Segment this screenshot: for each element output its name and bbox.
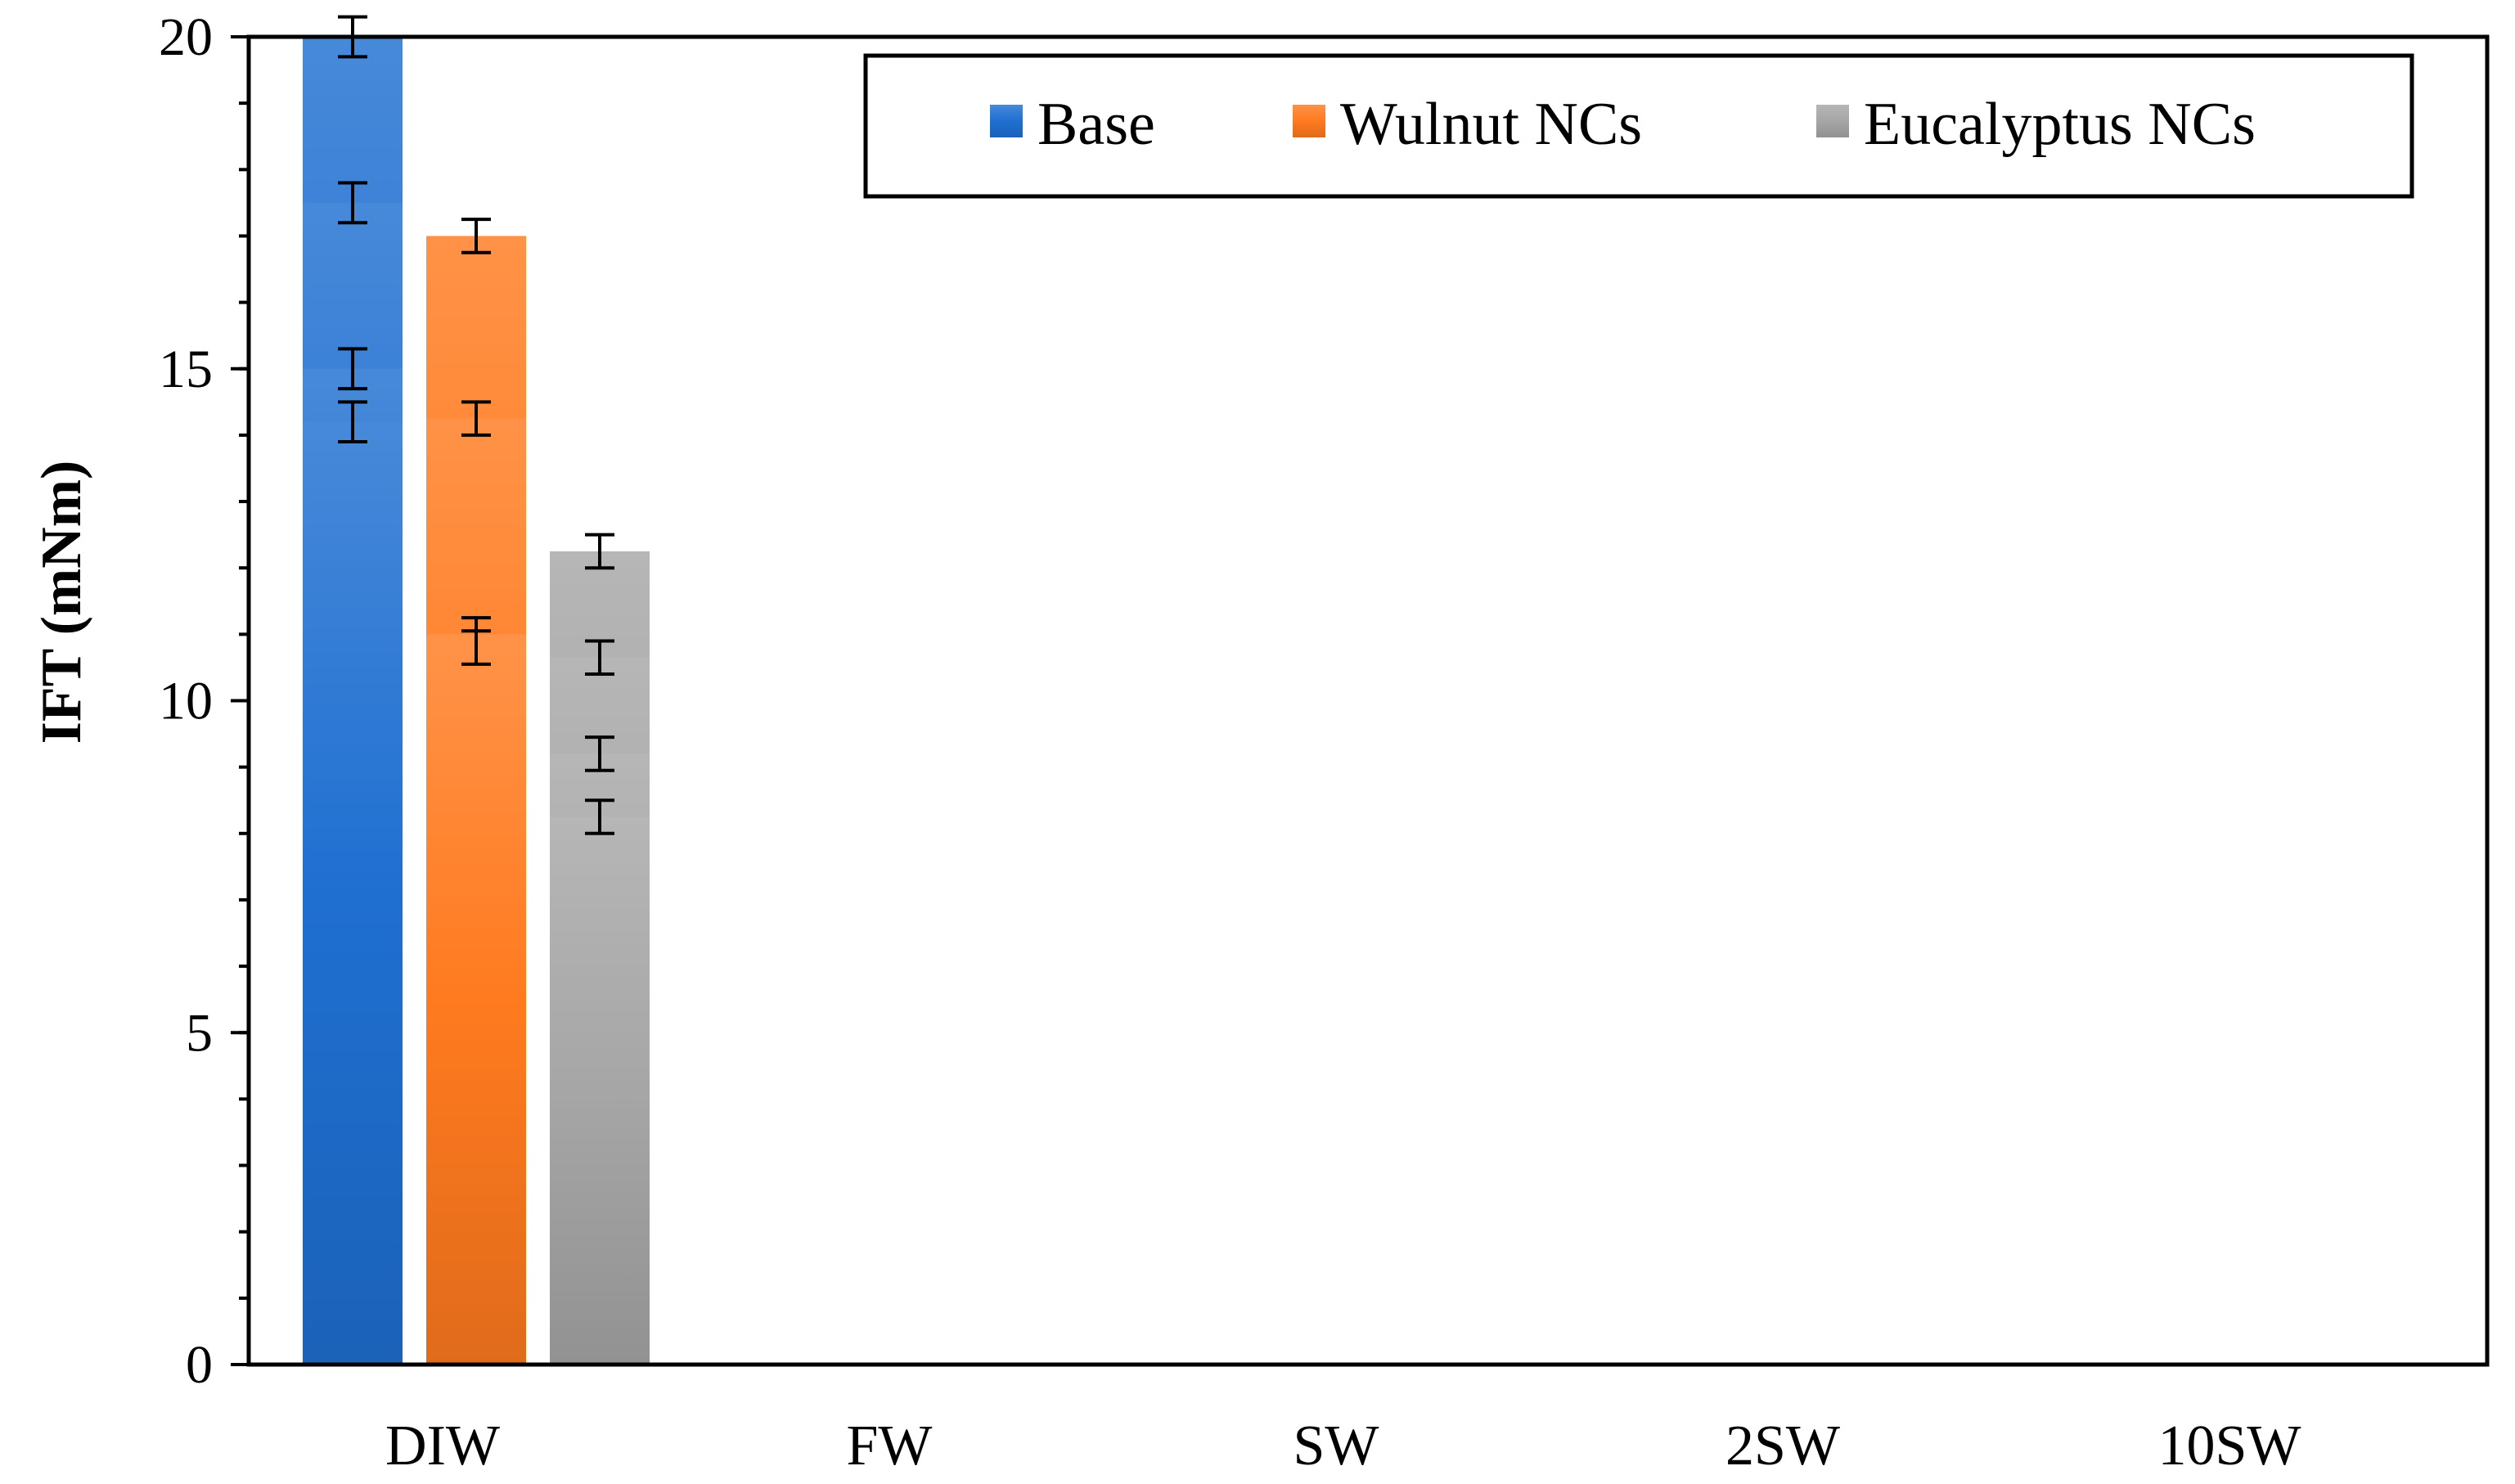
y-tick-label: 5 bbox=[186, 1003, 213, 1063]
legend-item-base: Base bbox=[990, 91, 1155, 158]
error-bar-wulnut-ncs-sw bbox=[461, 400, 491, 437]
x-tick-label: SW bbox=[1293, 1414, 1379, 1477]
error-bar-wulnut-ncs-diw bbox=[461, 218, 491, 254]
error-bar-eucalyptus-ncs-2sw bbox=[585, 735, 614, 772]
error-bar-base-sw bbox=[338, 181, 367, 225]
legend-label: Wulnut NCs bbox=[1340, 91, 1642, 158]
y-axis-title: IFT (mNm) bbox=[30, 461, 93, 744]
legend-item-wulnut-ncs: Wulnut NCs bbox=[1293, 91, 1642, 158]
error-bar-base-2sw bbox=[338, 347, 367, 391]
y-tick-label: 10 bbox=[159, 672, 213, 731]
error-bar-eucalyptus-ncs-diw bbox=[585, 533, 614, 570]
error-bar-eucalyptus-ncs-10sw bbox=[585, 798, 614, 835]
legend-label: Eucalyptus NCs bbox=[1864, 91, 2256, 158]
legend-item-eucalyptus-ncs: Eucalyptus NCs bbox=[1816, 91, 2256, 158]
bar-eucalyptus-ncs-10sw bbox=[550, 816, 650, 1365]
legend-swatch bbox=[1816, 105, 1849, 137]
bar-base-10sw bbox=[303, 421, 403, 1365]
legend-box bbox=[863, 53, 2414, 199]
legend-swatch bbox=[990, 105, 1023, 137]
error-bar-base-10sw bbox=[338, 400, 367, 444]
error-bar-wulnut-ncs-10sw bbox=[461, 629, 491, 666]
legend-label: Base bbox=[1037, 91, 1155, 158]
legend-swatch bbox=[1293, 105, 1325, 137]
labels-layer: DIW FW SW 2SW 10SW 0 5 10 15 20 bbox=[159, 7, 2301, 1477]
bar-wulnut-ncs-10sw bbox=[426, 647, 526, 1365]
x-tick-label: 10SW bbox=[2158, 1414, 2301, 1477]
axes-layer bbox=[231, 34, 2490, 1367]
y-tick-label: 20 bbox=[159, 7, 213, 67]
error-bar-eucalyptus-ncs-sw bbox=[585, 639, 614, 677]
x-tick-label: 2SW bbox=[1725, 1414, 1840, 1477]
bars-layer bbox=[303, 15, 650, 1365]
y-tick-label: 15 bbox=[159, 340, 213, 399]
x-tick-label: FW bbox=[847, 1414, 933, 1477]
x-tick-label: DIW bbox=[385, 1414, 500, 1477]
y-tick-label: 0 bbox=[186, 1335, 213, 1395]
legend: Base Wulnut NCs Eucalyptus NCs bbox=[863, 53, 2414, 199]
